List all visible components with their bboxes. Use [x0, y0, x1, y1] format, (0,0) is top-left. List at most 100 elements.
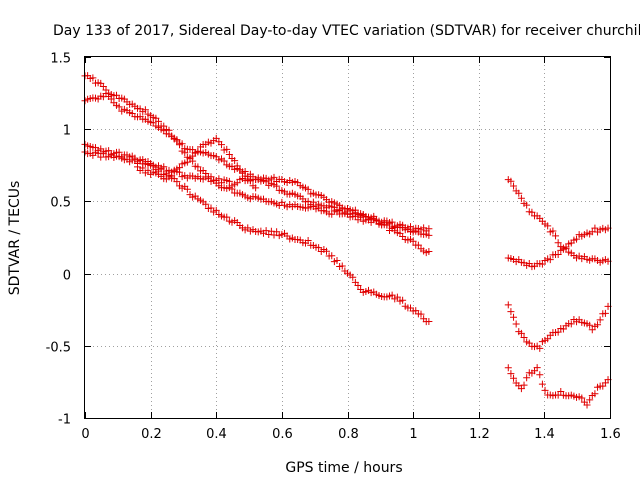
data-point	[591, 390, 599, 398]
data-point	[554, 239, 562, 247]
data-point	[225, 151, 233, 159]
data-point	[181, 149, 189, 157]
data-point	[212, 206, 220, 214]
data-point	[194, 163, 202, 171]
data-point	[157, 165, 165, 173]
series-satellite-9	[504, 364, 612, 409]
data-point	[183, 158, 191, 166]
data-point	[517, 329, 525, 337]
data-point	[273, 228, 281, 236]
data-points	[81, 72, 612, 409]
series-satellite-1	[81, 72, 433, 239]
data-point	[594, 321, 602, 329]
data-point	[546, 256, 554, 264]
series-satellite-4	[81, 148, 433, 326]
x-tick-label: 0.2	[141, 427, 162, 442]
data-point	[323, 247, 330, 255]
data-point	[115, 103, 123, 111]
data-point	[270, 173, 278, 181]
data-point	[176, 164, 183, 172]
series-satellite-8	[504, 301, 612, 352]
x-tick-label: 0.8	[338, 427, 359, 442]
data-point	[207, 204, 215, 212]
data-point	[549, 227, 557, 235]
data-point	[89, 74, 97, 82]
data-point	[262, 227, 270, 235]
data-point	[304, 237, 312, 245]
data-point	[267, 227, 275, 235]
x-tick-label: 1.6	[600, 427, 621, 442]
x-tick-label: 1	[409, 427, 417, 442]
data-point	[544, 222, 552, 230]
axis-ticks: 0 0.2 0.4 0.6 0.8 1 1.2 1.4 1.6 -1 -0.5 0 0.5 1 1.5	[46, 52, 621, 443]
data-point	[220, 157, 228, 165]
y-tick-label: 0	[63, 269, 71, 284]
data-point	[425, 317, 433, 325]
data-point	[554, 251, 562, 259]
data-point	[246, 177, 254, 185]
data-point	[165, 126, 173, 134]
data-point	[583, 401, 591, 409]
data-point	[504, 364, 512, 372]
grid	[85, 57, 610, 418]
data-point	[417, 310, 425, 318]
data-point	[173, 137, 181, 145]
y-tick-label: -1	[58, 413, 71, 428]
data-point	[105, 147, 113, 155]
data-point	[425, 231, 433, 239]
data-point	[586, 396, 594, 404]
data-point	[202, 200, 210, 208]
data-point	[538, 260, 546, 268]
y-tick-label: 0.5	[50, 196, 71, 211]
y-axis-label: SDTVAR / TECUs	[7, 181, 23, 296]
data-point	[241, 172, 249, 180]
data-point	[517, 385, 525, 393]
data-point	[328, 252, 336, 260]
data-point	[414, 241, 422, 249]
data-point	[596, 316, 604, 324]
data-point	[507, 308, 515, 316]
data-point	[591, 224, 599, 232]
data-point	[304, 185, 312, 193]
data-point	[601, 309, 609, 317]
data-point	[533, 364, 541, 372]
series-satellite-6	[504, 176, 612, 266]
data-point	[523, 201, 531, 209]
data-point	[386, 219, 393, 227]
data-point	[520, 381, 528, 389]
data-point	[144, 166, 152, 174]
x-tick-label: 1.2	[469, 427, 490, 442]
data-point	[586, 321, 594, 329]
data-point	[557, 387, 565, 395]
data-point	[573, 235, 581, 243]
data-point	[149, 161, 157, 169]
data-point	[393, 293, 401, 301]
data-point	[409, 237, 417, 245]
data-point	[155, 117, 162, 125]
data-point	[315, 244, 323, 252]
x-axis-label: GPS time / hours	[285, 460, 402, 476]
data-point	[388, 291, 396, 299]
data-point	[520, 333, 528, 341]
data-point	[507, 177, 515, 185]
data-point	[517, 194, 525, 202]
data-point	[523, 374, 531, 382]
data-point	[223, 145, 231, 153]
data-point	[183, 185, 191, 193]
x-tick-label: 0	[81, 427, 89, 442]
data-point	[567, 320, 575, 328]
data-point	[515, 189, 523, 197]
data-point	[510, 182, 518, 190]
data-point	[141, 106, 149, 114]
data-point	[578, 394, 586, 402]
y-tick-label: -0.5	[46, 341, 71, 356]
data-point	[162, 175, 170, 183]
data-point	[131, 156, 139, 164]
data-point	[176, 141, 183, 149]
x-tick-label: 1.4	[534, 427, 555, 442]
x-tick-label: 0.6	[272, 427, 293, 442]
data-point	[504, 301, 512, 309]
data-point	[538, 380, 546, 388]
series-satellite-7	[504, 224, 612, 271]
